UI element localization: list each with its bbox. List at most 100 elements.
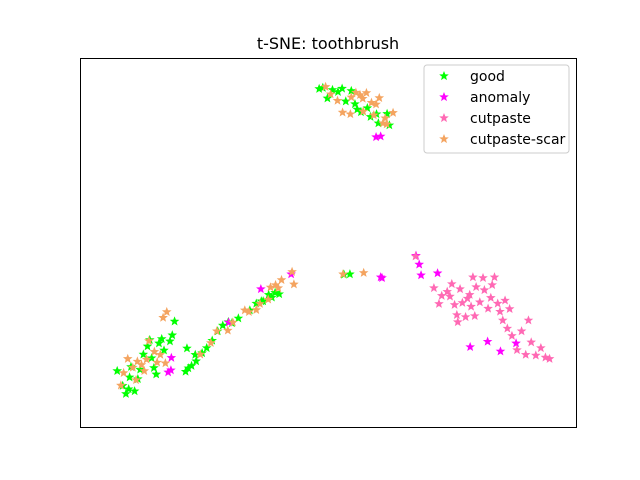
legend-label: cutpaste-scar [470,132,566,148]
data-point [287,266,297,276]
data-point [351,87,361,97]
data-point [414,259,425,269]
data-point [478,272,488,282]
data-point [255,298,265,308]
chart-title: t-SNE: toothbrush [257,34,399,53]
data-point [122,353,133,363]
legend-marker [439,70,449,81]
data-point [366,97,377,107]
data-point [136,359,147,369]
data-point [466,301,476,311]
data-point [118,367,129,378]
plot-frame [80,58,577,428]
data-point [487,279,497,290]
data-point [325,89,336,99]
data-point [223,325,233,335]
data-point [434,298,444,308]
data-point [512,344,522,355]
data-point [121,388,131,398]
data-point [464,289,475,299]
data-point [201,342,212,353]
data-point [523,315,534,325]
data-point [327,84,338,94]
data-point [166,365,176,375]
data-point [228,317,238,327]
points-layer [112,81,555,398]
data-point [116,380,126,390]
data-point [149,346,160,356]
data-point [135,364,145,374]
data-point [502,323,513,333]
data-point [346,92,357,102]
data-point [381,119,392,129]
data-point [149,362,159,372]
data-point [479,284,490,295]
data-point [495,346,506,356]
data-point [388,107,398,117]
data-point [482,336,493,346]
data-point [141,354,152,364]
data-point [465,341,475,352]
data-point [497,315,508,325]
legend-marker [439,112,449,123]
data-point [167,330,178,340]
data-point [144,335,154,345]
data-point [371,99,381,109]
data-point [322,93,333,103]
data-point [358,106,369,116]
data-point [355,89,365,99]
data-point [161,306,172,317]
data-point [475,297,485,307]
data-point [492,298,503,308]
data-point [374,92,385,103]
data-point [165,336,175,346]
data-point [520,349,531,359]
data-point [124,372,135,382]
data-point [263,294,273,304]
data-point [154,338,164,348]
data-point [273,282,284,293]
data-point [345,109,356,119]
data-point [146,353,157,363]
legend-label: anomaly [470,90,530,106]
data-point [460,311,471,322]
data-point [129,386,140,396]
data-point [212,326,222,336]
data-point [489,272,500,282]
legend-marker [439,91,449,102]
series-cutpaste [410,251,555,363]
legend-label: good [470,69,505,85]
data-point [449,299,460,309]
data-point [123,384,134,394]
data-point [357,93,368,103]
data-point [151,369,162,379]
data-point [337,83,347,93]
data-point [486,292,496,302]
data-point [511,338,521,348]
data-point [455,283,465,294]
data-point [276,274,287,284]
data-point [442,286,453,296]
data-point [186,360,197,370]
data-point [452,317,463,327]
data-point [233,313,244,323]
legend-box [423,64,570,154]
data-point [445,291,455,301]
data-point [495,306,505,316]
data-point [380,113,391,123]
data-point [320,81,331,91]
data-point [112,365,122,375]
data-point [338,269,348,279]
legend-marker [439,133,449,144]
data-point [240,305,250,315]
data-point [410,251,421,261]
data-point [206,337,216,348]
data-point [516,326,527,336]
data-point [452,309,462,320]
data-point [358,267,369,277]
data-point [332,95,343,105]
data-point [169,316,180,326]
data-point [377,272,387,282]
data-point [142,341,153,351]
